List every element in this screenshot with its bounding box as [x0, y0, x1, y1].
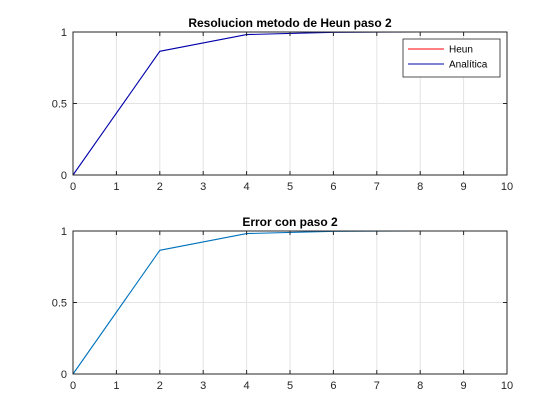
y-tick-label: 1: [61, 226, 67, 238]
y-tick-label: 0.5: [52, 99, 67, 111]
legend-box: [402, 38, 501, 78]
x-tick-label: 5: [287, 380, 293, 392]
legend: Heun Analítica: [402, 38, 501, 78]
legend-label: Analítica: [449, 60, 488, 71]
x-tick-label: 4: [244, 181, 250, 193]
x-tick-label: 6: [330, 181, 336, 193]
x-tick-label: 7: [374, 380, 380, 392]
x-tick-label: 2: [157, 380, 163, 392]
plot-error: 0 1 2 3 4 5 6 7 8 9 10 0 0.5 1 Error con paso 2: [52, 215, 513, 392]
x-tick-label: 3: [200, 181, 206, 193]
x-tick-label: 6: [330, 380, 336, 392]
chart-title: Error con paso 2: [242, 215, 338, 229]
x-tick-label: 5: [287, 181, 293, 193]
x-tick-label: 4: [244, 380, 250, 392]
x-tick-label: 8: [417, 181, 423, 193]
plot-resolucion: 0 1 2 3 4 5 6 7 8 9 10 0 0.5 1 Resolucion metodo de He…: [52, 16, 513, 193]
x-tick-label: 9: [461, 380, 467, 392]
x-tick-label: 8: [417, 380, 423, 392]
x-tick-label: 3: [200, 380, 206, 392]
x-tick-label: 2: [157, 181, 163, 193]
x-tick-label: 10: [501, 380, 513, 392]
x-tick-label: 10: [501, 181, 513, 193]
x-tick-label: 9: [461, 181, 467, 193]
y-tick-label: 1: [61, 27, 67, 39]
x-tick-label: 7: [374, 181, 380, 193]
y-tick-label: 0: [61, 170, 67, 182]
y-tick-label: 0.5: [52, 298, 67, 310]
x-tick-label: 1: [113, 380, 119, 392]
x-tick-label: 0: [70, 181, 76, 193]
x-tick-label: 0: [70, 380, 76, 392]
chart-title: Resolucion metodo de Heun paso 2: [188, 16, 392, 30]
y-tick-label: 0: [61, 369, 67, 381]
x-tick-label: 1: [113, 181, 119, 193]
legend-label: Heun: [449, 45, 473, 56]
